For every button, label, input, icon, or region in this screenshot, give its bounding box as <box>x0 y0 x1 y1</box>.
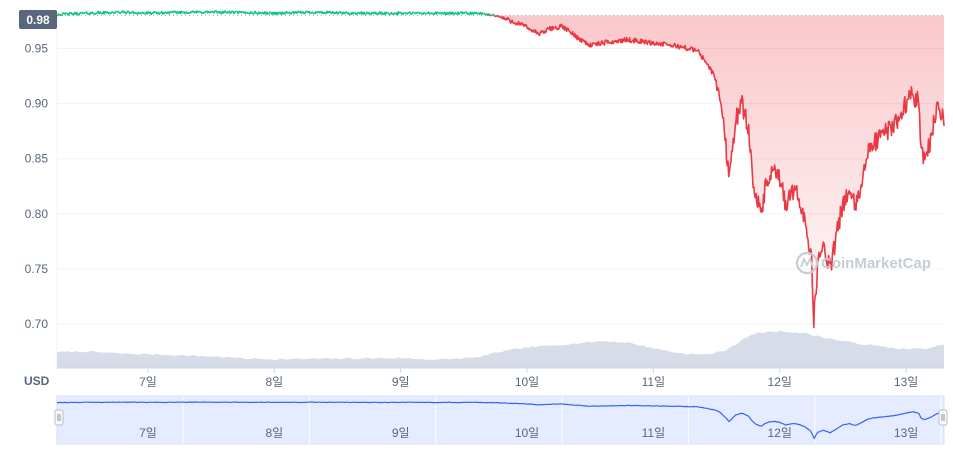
price-line-segment-6 <box>490 13 495 17</box>
y-tick-label-0: 0.95 <box>25 42 49 56</box>
unit-label: USD <box>24 374 50 388</box>
x-axis-ticks: 7일 8일 9일 10일 11일 12일 13일 <box>139 368 918 389</box>
x-tick-label-0: 7일 <box>139 375 157 389</box>
range-navigator[interactable]: 7일 8일 9일 10일 11일 12일 13일 <box>54 395 948 445</box>
right-handle-grip[interactable] <box>938 409 948 426</box>
nav-label-4: 11일 <box>642 426 666 440</box>
y-tick-label-5: 0.70 <box>25 317 49 331</box>
x-tick-label-5: 12일 <box>768 375 792 389</box>
current-price-badge: 0.98 <box>19 10 57 29</box>
nav-label-2: 9일 <box>392 426 410 440</box>
x-tick-label-1: 8일 <box>265 375 283 389</box>
y-axis-ticks: 0.95 0.90 0.85 0.80 0.75 0.70 <box>25 42 49 331</box>
x-tick-label-4: 11일 <box>642 375 666 389</box>
nav-label-1: 8일 <box>265 426 283 440</box>
y-tick-label-3: 0.80 <box>25 207 49 221</box>
price-line-segment-2 <box>60 10 489 17</box>
navigator-line <box>57 401 945 440</box>
navigator-window[interactable] <box>56 395 945 445</box>
watermark-text: CoinMarketCap <box>821 255 931 272</box>
x-tick-label-6: 13일 <box>894 375 918 389</box>
coinmarketcap-logo-icon <box>795 251 819 275</box>
price-line <box>56 10 945 329</box>
price-line-segment-4 <box>488 13 491 17</box>
price-line-segment-5 <box>489 14 492 17</box>
x-tick-label-3: 10일 <box>515 375 539 389</box>
price-area-fill <box>57 15 944 328</box>
volume-area <box>57 330 944 368</box>
coinmarketcap-logo-mark <box>800 256 814 268</box>
navigator-price-line <box>57 401 945 440</box>
navigator-left-handle[interactable] <box>54 409 64 426</box>
volume-series-area <box>57 330 944 368</box>
nav-label-5: 12일 <box>768 426 792 440</box>
nav-label-6: 13일 <box>894 426 918 440</box>
x-tick-label-2: 9일 <box>392 375 410 389</box>
left-handle-grip[interactable] <box>54 409 64 426</box>
price-line-segment-0 <box>56 13 62 17</box>
y-tick-label-1: 0.90 <box>25 97 49 111</box>
y-tick-label-4: 0.75 <box>25 262 49 276</box>
nav-label-0: 7일 <box>139 426 157 440</box>
y-tick-label-2: 0.85 <box>25 152 49 166</box>
current-price-badge-bg <box>19 10 57 29</box>
navigator-right-handle[interactable] <box>938 409 948 426</box>
price-below-baseline-fill <box>57 15 944 328</box>
watermark: CoinMarketCap <box>795 251 931 275</box>
price-line-segment-7 <box>493 15 945 329</box>
nav-label-3: 10일 <box>515 426 539 440</box>
navigator-labels: 7일 8일 9일 10일 11일 12일 13일 <box>139 426 918 440</box>
current-price-value: 0.98 <box>26 13 50 27</box>
